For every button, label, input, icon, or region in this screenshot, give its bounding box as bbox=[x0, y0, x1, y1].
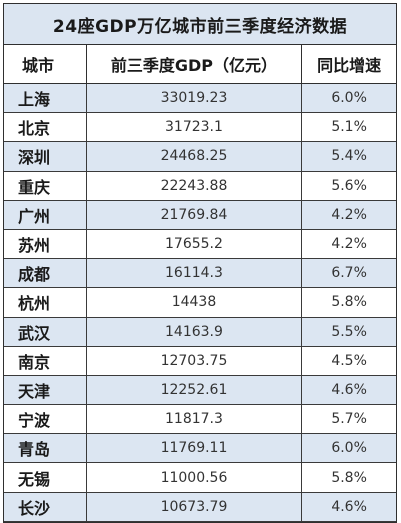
header-growth: 同比增速 bbox=[301, 45, 396, 84]
table-row: 无锡 11000.56 5.8% bbox=[4, 462, 396, 493]
city-cell: 上海 bbox=[4, 83, 87, 114]
growth-cell: 4.2% bbox=[301, 200, 396, 230]
gdp-cell: 33019.23 bbox=[86, 83, 303, 114]
gdp-cell: 31723.1 bbox=[86, 112, 303, 143]
city-cell: 武汉 bbox=[4, 317, 87, 347]
city-cell: 青岛 bbox=[4, 433, 87, 464]
city-cell: 深圳 bbox=[4, 141, 87, 172]
city-cell: 北京 bbox=[4, 112, 87, 143]
gdp-cell: 11000.56 bbox=[86, 462, 303, 493]
gdp-cell: 24468.25 bbox=[86, 141, 303, 172]
table-row: 武汉 14163.9 5.5% bbox=[4, 317, 396, 347]
gdp-cell: 14438 bbox=[86, 287, 303, 318]
city-cell: 成都 bbox=[4, 258, 87, 289]
growth-cell: 6.0% bbox=[301, 433, 396, 464]
table-row: 青岛 11769.11 6.0% bbox=[4, 433, 396, 464]
city-cell: 重庆 bbox=[4, 171, 87, 201]
gdp-table: 城市 前三季度GDP（亿元） 同比增速 上海 33019.23 6.0% 北京 … bbox=[4, 45, 396, 522]
table-row: 杭州 14438 5.8% bbox=[4, 287, 396, 318]
growth-cell: 6.0% bbox=[301, 83, 396, 114]
city-cell: 无锡 bbox=[4, 462, 87, 493]
growth-cell: 4.2% bbox=[301, 229, 396, 260]
growth-cell: 5.7% bbox=[301, 404, 396, 435]
table-title: 24座GDP万亿城市前三季度经济数据 bbox=[4, 4, 396, 45]
table-row: 上海 33019.23 6.0% bbox=[4, 83, 396, 114]
table-row: 苏州 17655.2 4.2% bbox=[4, 229, 396, 260]
growth-cell: 5.8% bbox=[301, 462, 396, 493]
table-row: 天津 12252.61 4.6% bbox=[4, 375, 396, 406]
header-gdp: 前三季度GDP（亿元） bbox=[86, 45, 303, 84]
growth-cell: 5.1% bbox=[301, 112, 396, 143]
growth-cell: 5.5% bbox=[301, 317, 396, 347]
header-city: 城市 bbox=[4, 45, 87, 84]
gdp-cell: 17655.2 bbox=[86, 229, 303, 260]
gdp-cell: 16114.3 bbox=[86, 258, 303, 289]
header-row: 城市 前三季度GDP（亿元） 同比增速 bbox=[4, 45, 396, 84]
city-cell: 杭州 bbox=[4, 287, 87, 318]
city-cell: 广州 bbox=[4, 200, 87, 230]
table-row: 深圳 24468.25 5.4% bbox=[4, 141, 396, 172]
city-cell: 宁波 bbox=[4, 404, 87, 435]
table-row: 宁波 11817.3 5.7% bbox=[4, 404, 396, 435]
table-row: 南京 12703.75 4.5% bbox=[4, 346, 396, 376]
gdp-cell: 22243.88 bbox=[86, 171, 303, 201]
city-cell: 苏州 bbox=[4, 229, 87, 260]
growth-cell: 6.7% bbox=[301, 258, 396, 289]
gdp-cell: 11817.3 bbox=[86, 404, 303, 435]
growth-cell: 5.6% bbox=[301, 171, 396, 201]
gdp-cell: 21769.84 bbox=[86, 200, 303, 230]
gdp-cell: 12703.75 bbox=[86, 346, 303, 376]
growth-cell: 5.8% bbox=[301, 287, 396, 318]
gdp-cell: 12252.61 bbox=[86, 375, 303, 406]
table-row: 北京 31723.1 5.1% bbox=[4, 112, 396, 143]
city-cell: 南京 bbox=[4, 346, 87, 376]
growth-cell: 4.6% bbox=[301, 375, 396, 406]
gdp-table-frame: 24座GDP万亿城市前三季度经济数据 城市 前三季度GDP（亿元） 同比增速 上… bbox=[3, 3, 397, 523]
gdp-cell: 11769.11 bbox=[86, 433, 303, 464]
table-row: 重庆 22243.88 5.6% bbox=[4, 171, 396, 201]
table-row: 广州 21769.84 4.2% bbox=[4, 200, 396, 230]
gdp-cell: 14163.9 bbox=[86, 317, 303, 347]
city-cell: 天津 bbox=[4, 375, 87, 406]
table-row: 成都 16114.3 6.7% bbox=[4, 258, 396, 289]
growth-cell: 5.4% bbox=[301, 141, 396, 172]
growth-cell: 4.5% bbox=[301, 346, 396, 376]
